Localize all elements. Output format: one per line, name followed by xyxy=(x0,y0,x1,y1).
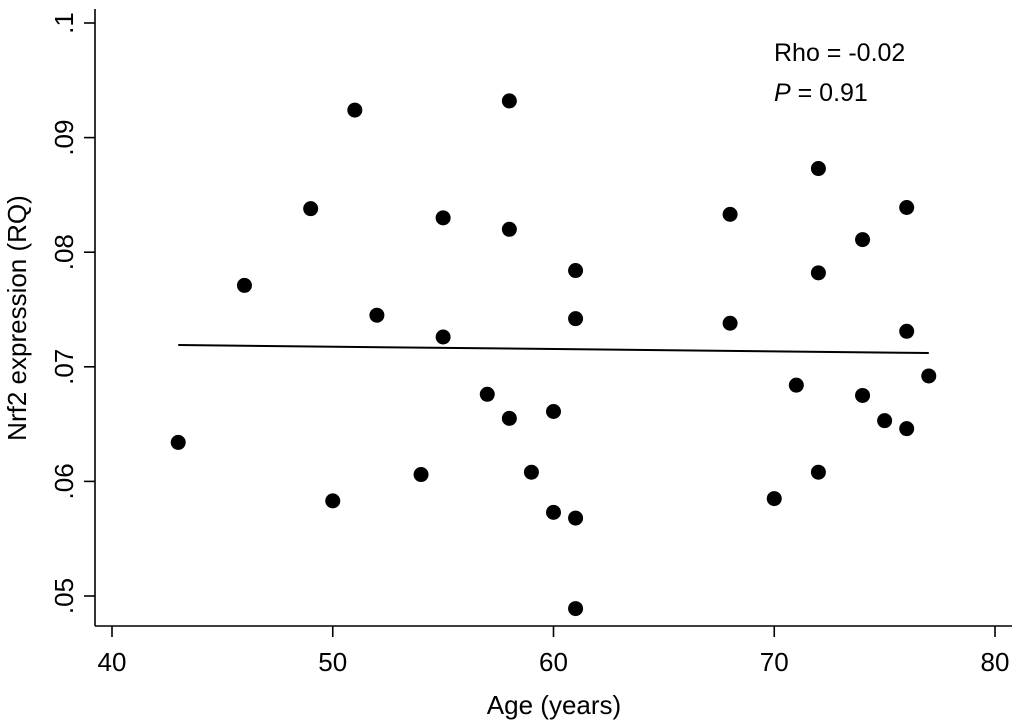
data-point xyxy=(899,323,915,339)
data-point xyxy=(568,601,584,617)
data-point xyxy=(479,386,495,402)
data-point xyxy=(722,206,738,222)
x-axis-label: Age (years) xyxy=(487,690,621,720)
x-ticks: 40 50 60 70 80 xyxy=(98,626,1010,677)
p-value-annotation: P = 0.91 xyxy=(774,79,868,107)
x-tick-label: 70 xyxy=(760,647,789,677)
data-point xyxy=(568,510,584,526)
y-tick-label: .09 xyxy=(49,120,79,156)
p-value-text: = 0.91 xyxy=(791,79,868,107)
data-point xyxy=(435,329,451,345)
y-ticks: .05 .06 .07 .08 .09 .1 xyxy=(49,12,95,614)
data-point xyxy=(810,265,826,281)
data-point xyxy=(855,387,871,403)
rho-annotation: Rho = -0.02 xyxy=(774,39,905,67)
p-symbol: P xyxy=(774,79,791,107)
y-tick-label: .08 xyxy=(49,234,79,270)
data-point xyxy=(568,263,584,279)
data-point xyxy=(766,491,782,507)
data-point xyxy=(303,201,319,217)
data-point xyxy=(501,221,517,237)
data-point xyxy=(523,464,539,480)
x-tick-label: 60 xyxy=(539,647,568,677)
data-point xyxy=(236,277,252,293)
fit-line-group xyxy=(178,344,929,355)
fit-line xyxy=(178,344,929,355)
data-point xyxy=(877,413,893,429)
data-point xyxy=(899,421,915,437)
data-point xyxy=(722,315,738,331)
data-point xyxy=(855,232,871,248)
data-point xyxy=(546,403,561,419)
data-point xyxy=(413,467,429,483)
x-tick-label: 50 xyxy=(318,647,347,677)
axes xyxy=(94,9,1012,627)
data-point xyxy=(921,368,937,384)
y-axis-label: Nrf2 expression (RQ) xyxy=(2,195,32,441)
data-point xyxy=(170,434,186,450)
data-point xyxy=(501,93,517,109)
data-point xyxy=(899,200,915,216)
y-tick-label: .07 xyxy=(49,349,79,385)
x-tick-label: 40 xyxy=(98,647,127,677)
x-tick-label: 80 xyxy=(981,647,1010,677)
data-point xyxy=(788,377,804,393)
data-point xyxy=(325,493,341,509)
data-points xyxy=(170,93,937,617)
data-point xyxy=(810,161,826,177)
data-point xyxy=(369,307,385,323)
data-point xyxy=(810,464,826,480)
data-point xyxy=(568,311,584,327)
y-tick-label: .1 xyxy=(49,12,79,34)
y-tick-label: .06 xyxy=(49,463,79,499)
data-point xyxy=(347,102,363,118)
data-point xyxy=(501,410,517,426)
y-tick-label: .05 xyxy=(49,578,79,614)
data-point xyxy=(435,210,451,226)
data-point xyxy=(546,504,561,520)
